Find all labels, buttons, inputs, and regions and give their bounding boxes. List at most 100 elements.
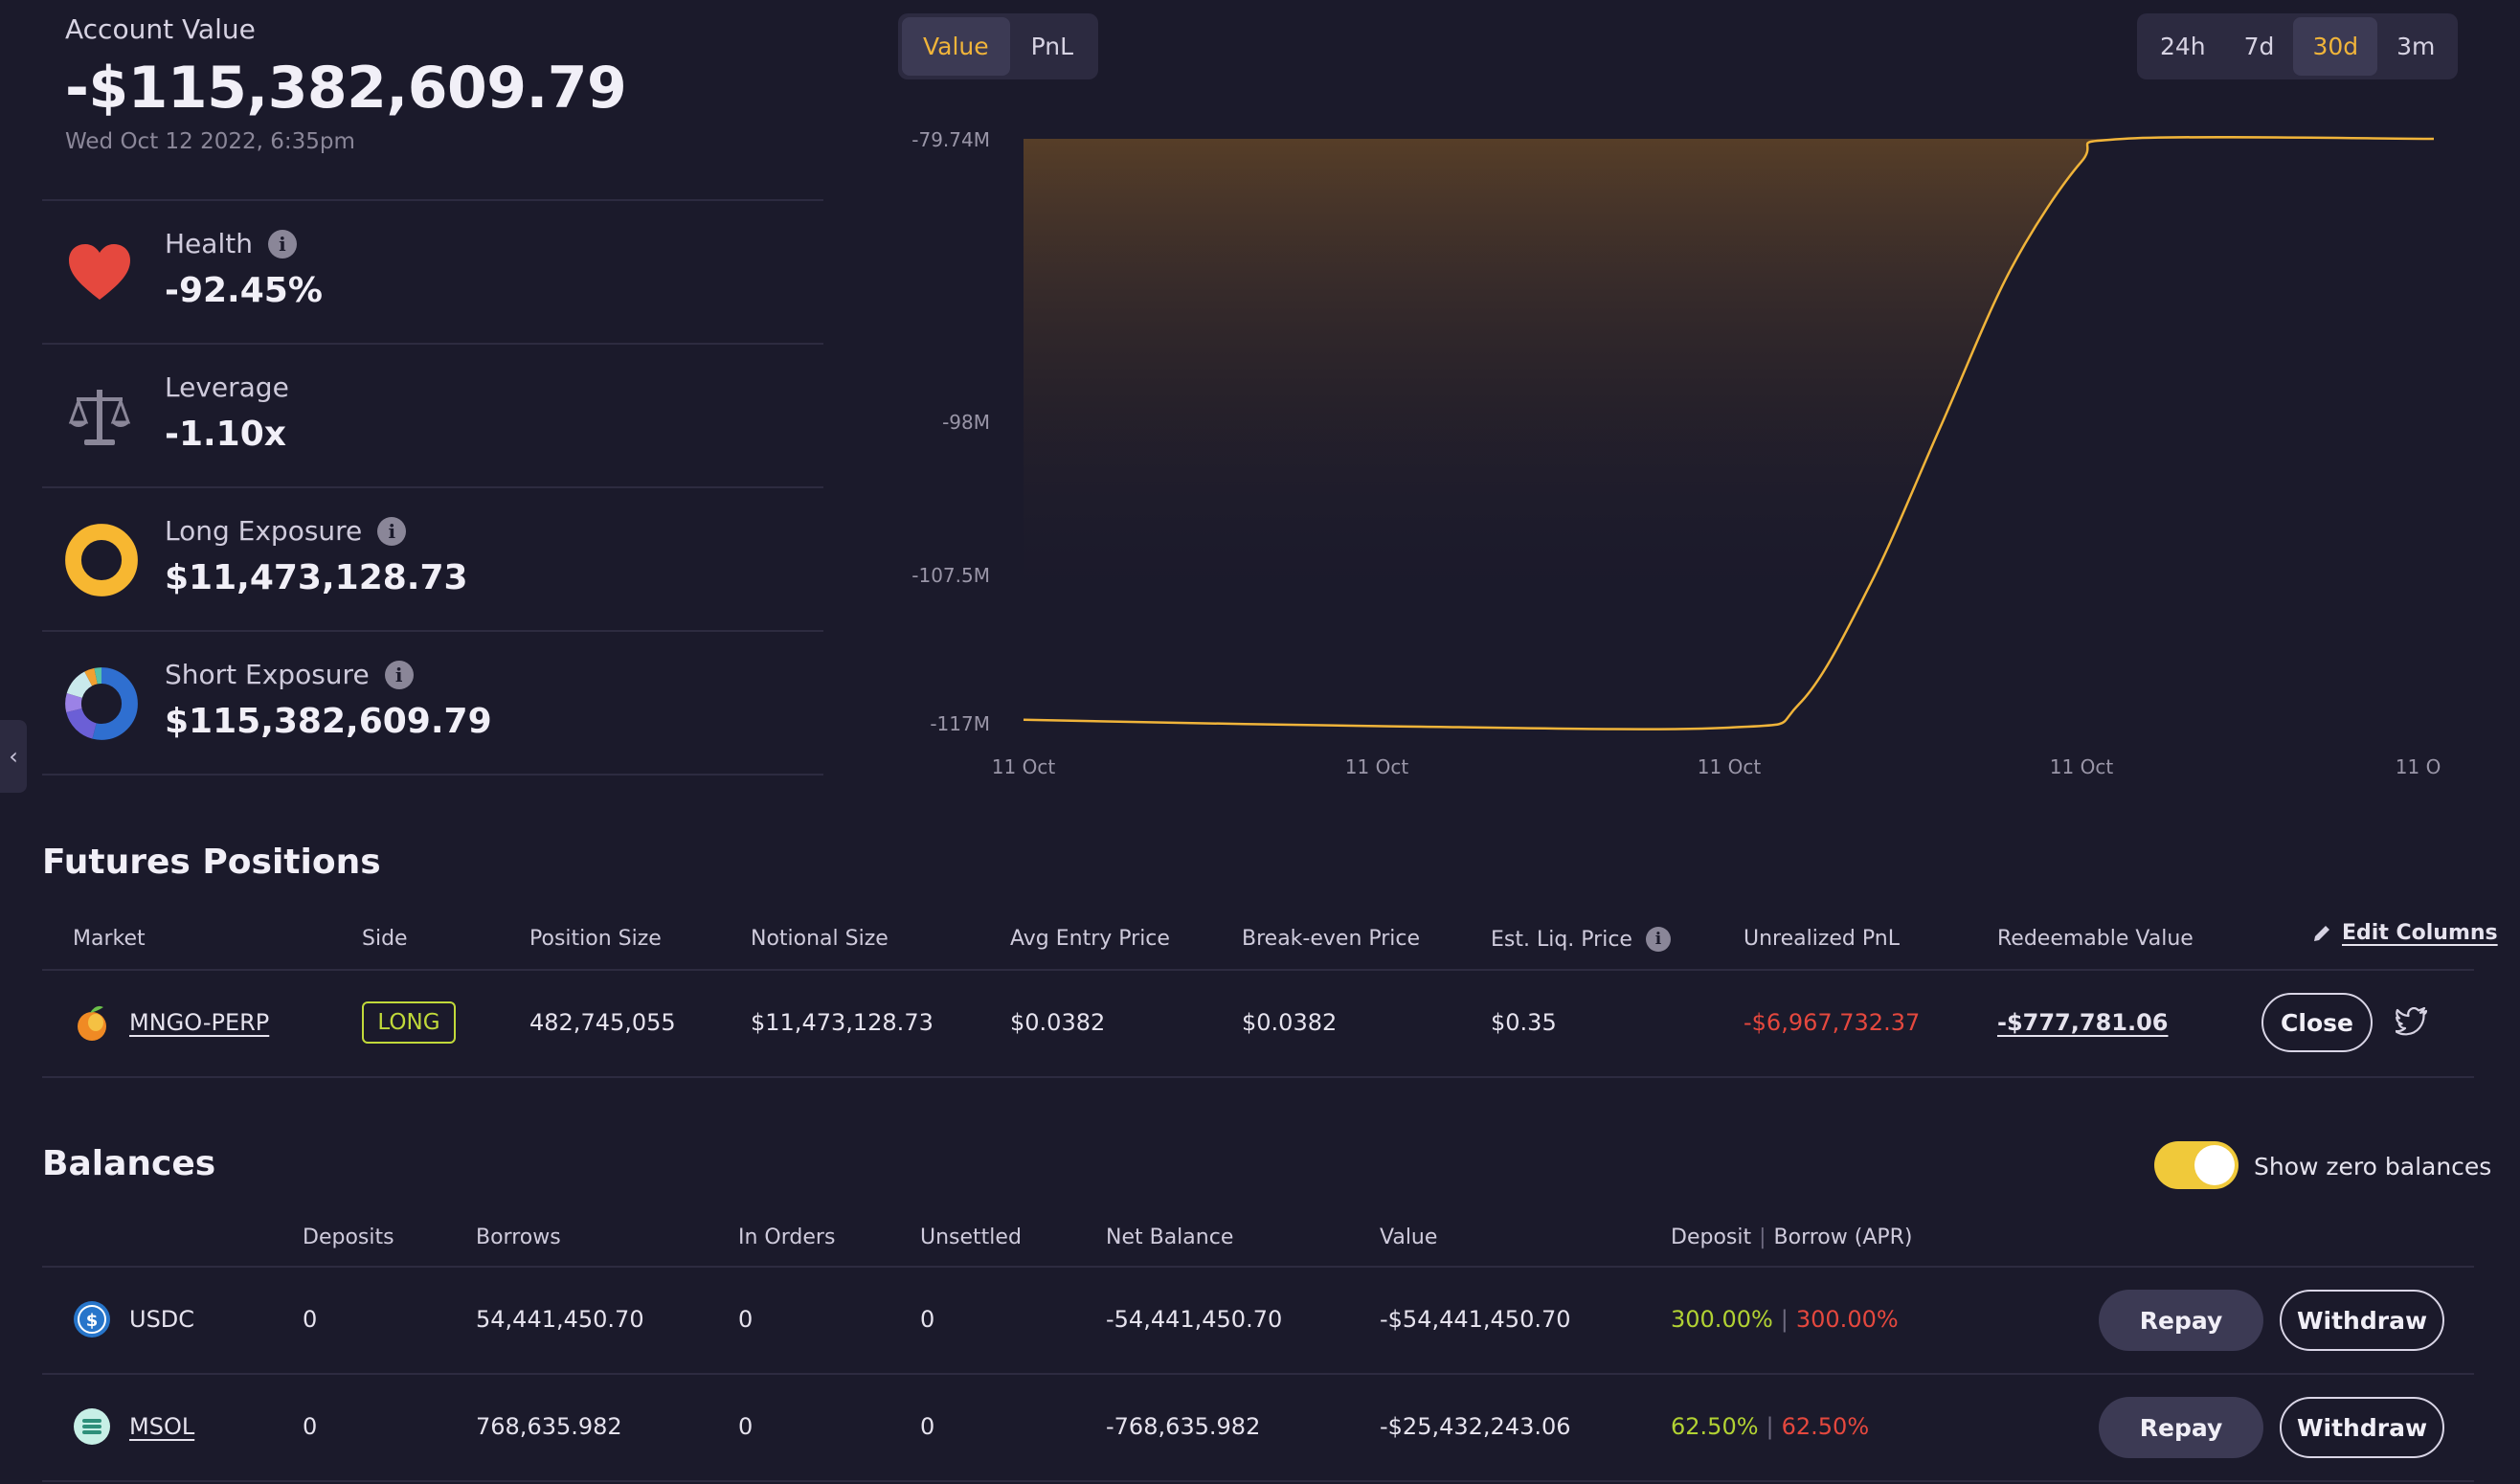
col-liq-price[interactable]: Est. Liq. Price i — [1491, 927, 1671, 952]
deposit-rate: 62.50% — [1671, 1413, 1759, 1440]
x-tick-label: 11 Oct — [1698, 755, 1762, 778]
side-badge: LONG — [362, 1001, 456, 1044]
edit-columns-button[interactable]: Edit Columns — [2311, 921, 2498, 945]
collapse-sidebar-button[interactable]: ‹ — [0, 720, 27, 793]
repay-button[interactable]: Repay — [2099, 1290, 2263, 1351]
token-name[interactable]: MSOL — [129, 1413, 195, 1440]
unsettled-value: 0 — [920, 1413, 935, 1440]
in-orders-value: 0 — [738, 1413, 754, 1440]
break-even-value: $0.0382 — [1242, 1009, 1338, 1036]
x-tick-label: 11 Oct — [2050, 755, 2114, 778]
col-notional-size[interactable]: Notional Size — [751, 927, 889, 951]
mango-token-icon — [78, 1005, 106, 1041]
notional-size-value: $11,473,128.73 — [751, 1009, 934, 1036]
long-exposure-donut-icon — [65, 524, 138, 596]
short-exposure-value: $115,382,609.79 — [165, 702, 492, 741]
col-avg-entry[interactable]: Avg Entry Price — [1010, 927, 1170, 951]
net-balance-value: -54,441,450.70 — [1106, 1306, 1283, 1333]
value-value: -$25,432,243.06 — [1380, 1413, 1571, 1440]
col-market[interactable]: Market — [73, 927, 146, 951]
chart-line — [1023, 135, 2435, 731]
leverage-label: Leverage — [165, 371, 289, 403]
rate-separator: | — [1780, 1306, 1789, 1333]
range-7d[interactable]: 7d — [2243, 33, 2275, 60]
value-tab[interactable]: Value — [902, 17, 1010, 76]
market-link[interactable]: MNGO-PERP — [129, 1009, 270, 1036]
long-exposure-label: Long Exposure — [165, 515, 363, 547]
position-size-value: 482,745,055 — [529, 1009, 676, 1036]
col-break-even[interactable]: Break-even Price — [1242, 927, 1421, 951]
borrow-rate: 300.00% — [1795, 1306, 1899, 1333]
info-icon[interactable]: i — [384, 660, 414, 689]
col-liq-price-label: Est. Liq. Price — [1491, 927, 1632, 952]
token-name: USDC — [129, 1306, 195, 1333]
svg-text:$: $ — [86, 1311, 99, 1331]
x-tick-label: 11 Oct — [992, 755, 1056, 778]
col-deposit-rate: Deposit — [1671, 1225, 1752, 1249]
repay-button[interactable]: Repay — [2099, 1397, 2263, 1458]
borrow-rate: 62.50% — [1781, 1413, 1870, 1440]
x-tick-label: 11 Oct — [2396, 755, 2441, 778]
range-3m[interactable]: 3m — [2396, 33, 2436, 60]
msol-token-icon — [74, 1408, 110, 1445]
toggle-knob — [2194, 1145, 2235, 1185]
twitter-share-icon[interactable] — [2396, 1007, 2428, 1036]
short-exposure-label: Short Exposure — [165, 659, 370, 690]
borrows-value: 768,635.982 — [476, 1413, 622, 1440]
short-exposure-donut-icon — [65, 667, 138, 740]
chevron-left-icon: ‹ — [9, 743, 18, 770]
account-value-label: Account Value — [65, 13, 256, 45]
rates-value: 300.00% | 300.00% — [1671, 1306, 1899, 1333]
y-tick-label: -117M — [930, 712, 990, 735]
borrows-value: 54,441,450.70 — [476, 1306, 644, 1333]
unsettled-value: 0 — [920, 1306, 935, 1333]
health-value: -92.45% — [165, 271, 323, 310]
deposit-rate: 300.00% — [1671, 1306, 1773, 1333]
rate-separator: | — [1766, 1413, 1774, 1440]
long-exposure-stat: Long Exposure i $11,473,128.73 — [42, 488, 823, 632]
redeemable-value[interactable]: -$777,781.06 — [1997, 1009, 2169, 1036]
avg-entry-value: $0.0382 — [1010, 1009, 1106, 1036]
col-net-balance[interactable]: Net Balance — [1106, 1225, 1234, 1249]
pnl-tab[interactable]: PnL — [1030, 33, 1074, 60]
scale-icon — [68, 390, 131, 445]
range-24h[interactable]: 24h — [2160, 33, 2206, 60]
info-icon[interactable]: i — [377, 516, 407, 546]
col-side[interactable]: Side — [362, 927, 408, 951]
liq-price-value: $0.35 — [1491, 1009, 1557, 1036]
col-rates[interactable]: Deposit | Borrow (APR) — [1671, 1225, 1913, 1249]
time-range-toggle: 24h 7d 30d 3m — [2137, 13, 2459, 79]
chart-type-toggle: Value PnL — [898, 13, 1099, 79]
col-in-orders[interactable]: In Orders — [738, 1225, 836, 1249]
account-summary: Account Value -$115,382,609.79 Wed Oct 1… — [42, 0, 823, 776]
pencil-icon — [2314, 925, 2329, 941]
col-borrow-rate: Borrow (APR) — [1773, 1225, 1913, 1249]
col-value[interactable]: Value — [1380, 1225, 1438, 1249]
divider — [42, 1076, 2474, 1078]
x-tick-label: 11 Oct — [1345, 755, 1409, 778]
close-position-button[interactable]: Close — [2261, 993, 2373, 1052]
col-unsettled[interactable]: Unsettled — [920, 1225, 1022, 1249]
show-zero-balances-label: Show zero balances — [2254, 1153, 2492, 1180]
col-unrealized-pnl[interactable]: Unrealized PnL — [1744, 927, 1900, 951]
leverage-value: -1.10x — [165, 415, 286, 454]
col-deposits[interactable]: Deposits — [303, 1225, 394, 1249]
range-30d[interactable]: 30d — [2293, 17, 2378, 76]
withdraw-button[interactable]: Withdraw — [2280, 1397, 2444, 1458]
info-icon[interactable]: i — [1645, 927, 1671, 952]
col-redeemable[interactable]: Redeemable Value — [1997, 927, 2194, 951]
long-exposure-value: $11,473,128.73 — [165, 558, 468, 597]
col-position-size[interactable]: Position Size — [529, 927, 662, 951]
edit-columns-label: Edit Columns — [2342, 921, 2498, 945]
chart-area-fill — [1024, 137, 2434, 730]
short-exposure-stat: Short Exposure i $115,382,609.79 — [42, 632, 823, 776]
show-zero-balances-toggle[interactable] — [2154, 1141, 2239, 1189]
unrealized-pnl-value: -$6,967,732.37 — [1744, 1009, 1921, 1036]
account-value: -$115,382,609.79 — [65, 55, 627, 122]
deposits-value: 0 — [303, 1413, 318, 1440]
withdraw-button[interactable]: Withdraw — [2280, 1290, 2444, 1351]
col-borrows[interactable]: Borrows — [476, 1225, 561, 1249]
futures-title: Futures Positions — [42, 843, 381, 882]
info-icon[interactable]: i — [267, 229, 297, 259]
